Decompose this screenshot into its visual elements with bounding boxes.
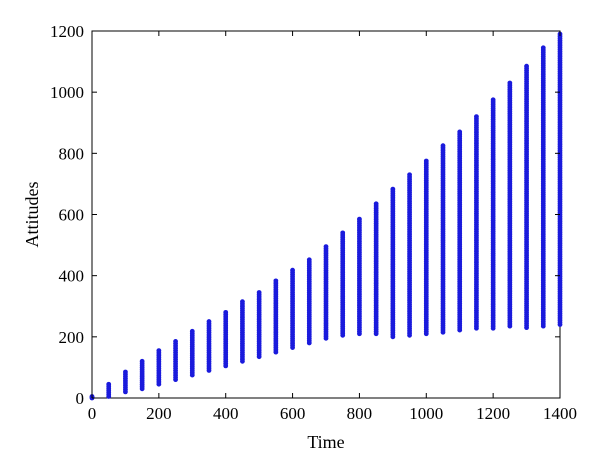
data-point <box>524 325 529 331</box>
y-tick-label: 800 <box>59 144 85 163</box>
x-tick-label: 400 <box>213 404 239 423</box>
data-point <box>357 331 362 337</box>
data-point <box>123 389 128 395</box>
data-point <box>173 377 178 383</box>
data-point <box>106 394 112 399</box>
data-point <box>540 323 546 329</box>
data-point <box>323 335 329 341</box>
data-point <box>256 354 262 360</box>
data-point <box>407 332 412 338</box>
x-tick-label: 1200 <box>476 404 510 423</box>
y-axis-ticks: 0 200 400 600 800 1000 1200 <box>50 22 560 408</box>
data-point <box>507 323 513 329</box>
data-point <box>240 358 245 364</box>
y-tick-label: 400 <box>59 267 85 286</box>
data-point <box>474 325 479 331</box>
y-axis-label: Attitudes <box>22 182 42 248</box>
x-tick-label: 800 <box>347 404 373 423</box>
x-tick-label: 1400 <box>543 404 577 423</box>
data-point <box>490 325 496 331</box>
data-point <box>156 381 162 387</box>
data-point <box>457 327 463 333</box>
plot-area <box>91 30 561 399</box>
y-tick-label: 200 <box>59 328 85 347</box>
data-point <box>306 340 312 346</box>
data-point <box>340 332 346 338</box>
data-point <box>440 329 446 335</box>
plot-frame <box>91 30 561 399</box>
data-point <box>206 368 212 373</box>
y-tick-label: 1200 <box>50 22 84 41</box>
data-points <box>89 31 563 401</box>
y-tick-label: 0 <box>76 389 85 408</box>
x-tick-label: 1000 <box>409 404 443 423</box>
data-point <box>189 372 195 378</box>
data-point <box>223 363 229 369</box>
data-point <box>373 331 379 337</box>
x-tick-label: 600 <box>280 404 306 423</box>
data-point <box>390 334 396 340</box>
data-point <box>290 345 295 350</box>
y-tick-label: 1000 <box>50 83 84 102</box>
data-point <box>423 331 429 337</box>
x-tick-label: 200 <box>146 404 172 423</box>
data-point <box>273 349 279 355</box>
x-axis-label: Time <box>307 432 344 452</box>
data-point <box>139 386 145 392</box>
data-point <box>557 322 563 327</box>
y-tick-label: 600 <box>59 206 85 225</box>
x-tick-label: 0 <box>88 404 97 423</box>
x-axis-ticks: 0 200 400 600 800 1000 1200 1400 <box>88 31 577 423</box>
